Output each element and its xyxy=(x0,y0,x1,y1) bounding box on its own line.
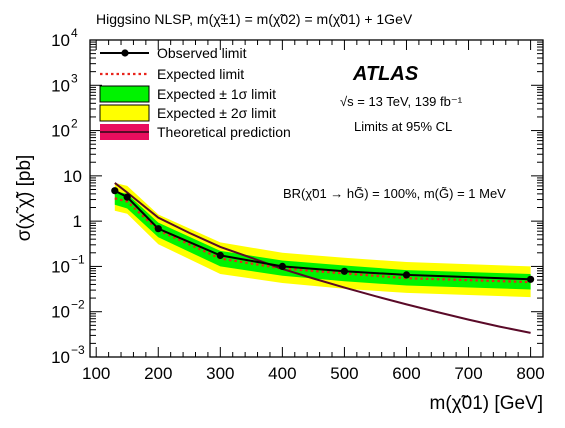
legend-entry-expected: Expected limit xyxy=(100,66,244,82)
y-tick-label: 1 xyxy=(73,212,82,231)
legend-band2-swatch xyxy=(99,104,150,122)
y-axis-title: σ(χ̃ χ̃) [pb] xyxy=(14,155,35,242)
legend-band1-swatch xyxy=(99,85,150,103)
x-tick-label: 500 xyxy=(330,364,358,383)
observed-point xyxy=(154,225,162,233)
legend-entry-theory: Theoretical prediction xyxy=(100,124,291,140)
expected-limit-line xyxy=(114,197,531,284)
expected-1sigma-band xyxy=(114,191,531,290)
observed-limit-line xyxy=(114,189,531,281)
x-tick-label: 300 xyxy=(206,364,234,383)
y-tick-exponent: 3 xyxy=(71,71,78,85)
legend-entry-band1: Expected ± 1σ limit xyxy=(99,85,276,103)
y-tick-label: 10 xyxy=(51,257,70,276)
x-tick-label: 700 xyxy=(454,364,482,383)
plot-frame xyxy=(89,39,544,358)
observed-point xyxy=(402,271,411,279)
expected-limit-series xyxy=(114,197,531,284)
observed-point xyxy=(340,267,348,275)
expected-1sigma-band-area xyxy=(114,191,531,290)
observed-point xyxy=(216,251,224,259)
legend-label: Theoretical prediction xyxy=(157,124,291,140)
y-tick-label: 10 xyxy=(63,167,82,186)
y-tick-label: 10 xyxy=(51,31,70,50)
legend-label: Expected ± 2σ limit xyxy=(157,105,276,121)
y-tick-label: 10 xyxy=(51,348,70,367)
legend: Observed limit Expected limit Expected ± 1… xyxy=(99,45,291,140)
y-tick-label: 10 xyxy=(51,122,70,141)
x-axis-title: m(χ̃01) [GeV] xyxy=(430,393,543,414)
legend-entry-observed: Observed limit xyxy=(100,45,247,61)
energy-label: √s = 13 TeV, 139 fb⁻¹ xyxy=(340,94,463,109)
x-tick-label: 800 xyxy=(516,364,544,383)
observed-point xyxy=(278,262,286,270)
top-label: Higgsino NLSP, m(χ̃±1) = m(χ̃02) = m(χ̃0… xyxy=(96,11,413,27)
y-tick-exponent: −2 xyxy=(71,298,85,312)
expected-2sigma-band-area xyxy=(114,182,531,298)
x-tick-label: 400 xyxy=(268,364,296,383)
y-tick-exponent: −3 xyxy=(71,343,85,357)
legend-entry-band2: Expected ± 2σ limit xyxy=(99,104,276,122)
theory-line xyxy=(114,182,531,334)
legend-label: Observed limit xyxy=(157,45,247,61)
observed-point xyxy=(527,275,535,283)
observed-limit-series xyxy=(111,187,535,283)
legend-observed-marker xyxy=(121,49,129,57)
y-tick-exponent: 4 xyxy=(71,26,78,40)
y-tick-exponent: −1 xyxy=(71,252,85,266)
expected-2sigma-band xyxy=(114,182,531,298)
y-tick-label: 10 xyxy=(51,76,70,95)
cl-label: Limits at 95% CL xyxy=(354,119,452,134)
x-axis-ticks: 100 200 300 400 500 600 700 800 xyxy=(82,40,545,383)
y-tick-exponent: 2 xyxy=(71,117,78,131)
x-tick-label: 200 xyxy=(144,364,172,383)
y-tick-label: 10 xyxy=(51,303,70,322)
x-tick-label: 100 xyxy=(82,364,110,383)
observed-point xyxy=(111,187,119,195)
branching-ratio-label: BR(χ̃01 → hG̃) = 100%, m(G̃) = 1 MeV xyxy=(283,186,506,201)
observed-point xyxy=(123,193,131,201)
legend-label: Expected ± 1σ limit xyxy=(157,86,276,102)
x-tick-label: 600 xyxy=(392,364,420,383)
atlas-label: ATLAS xyxy=(352,63,419,85)
legend-label: Expected limit xyxy=(157,66,244,82)
theoretical-prediction-series xyxy=(114,182,531,334)
